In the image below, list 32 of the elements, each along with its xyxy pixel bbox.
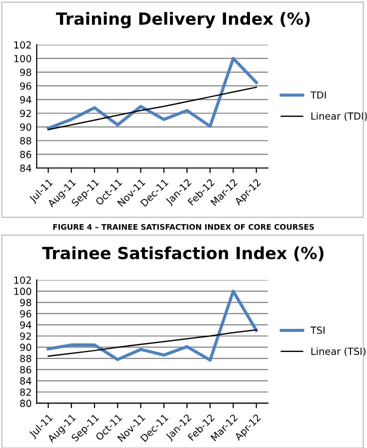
legend-label: TSI xyxy=(310,326,324,334)
line-series xyxy=(48,329,257,357)
y-tick-label: 86 xyxy=(20,366,32,374)
legend-label: TDI xyxy=(310,91,326,99)
line-series xyxy=(48,86,257,130)
line-series xyxy=(46,56,258,130)
y-tick-label: 98 xyxy=(20,68,32,76)
y-tick-label: 86 xyxy=(20,150,32,158)
y-tick-label: 90 xyxy=(20,123,32,131)
y-tick-label: 98 xyxy=(20,298,32,306)
y-tick-label: 82 xyxy=(20,388,31,396)
y-tick-label: 88 xyxy=(20,137,32,144)
y-tick-label: 92 xyxy=(20,332,31,340)
y-tick-label: 88 xyxy=(20,354,32,362)
y-tick-label: 100 xyxy=(14,54,32,62)
y-tick-label: 96 xyxy=(20,310,32,318)
y-tick-label: 102 xyxy=(14,276,31,284)
y-tick-label: 80 xyxy=(20,400,32,408)
y-tick-label: 100 xyxy=(14,288,32,296)
legend-label: Linear (TDI) xyxy=(311,112,367,121)
y-tick-label: 84 xyxy=(20,377,32,385)
y-tick-label: 96 xyxy=(20,82,32,90)
y-tick-label: 94 xyxy=(20,96,32,104)
chart-title: Trainee Satisfaction Index (%) xyxy=(42,246,324,262)
chart-title: Training Delivery Index (%) xyxy=(56,12,310,28)
line-series xyxy=(46,290,258,362)
y-tick-label: 84 xyxy=(20,164,32,172)
y-tick-label: 102 xyxy=(14,41,31,49)
legend-label: Linear (TSI) xyxy=(311,347,366,356)
y-tick-label: 92 xyxy=(20,110,31,118)
y-tick-label: 90 xyxy=(20,344,32,352)
y-tick-label: 94 xyxy=(20,321,32,329)
